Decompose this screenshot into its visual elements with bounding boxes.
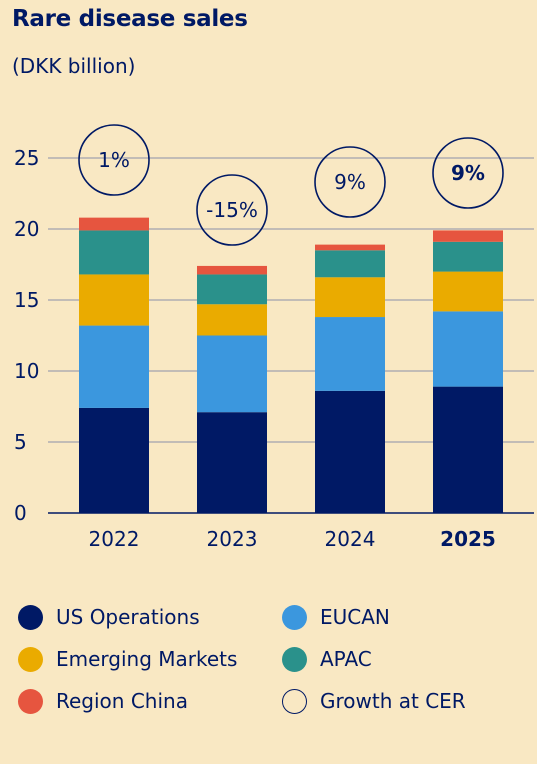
bar-segment-emerging-markets bbox=[315, 277, 385, 318]
growth-bubble bbox=[196, 174, 268, 246]
x-tick-label: 2025 bbox=[440, 527, 496, 551]
legend-label: US Operations bbox=[56, 605, 200, 629]
bar-segment-eucan bbox=[197, 335, 267, 413]
bar-segment-apac bbox=[433, 241, 503, 272]
growth-bubble bbox=[78, 124, 150, 196]
growth-label: -15% bbox=[206, 198, 258, 222]
growth-label: 9% bbox=[334, 170, 366, 194]
y-tick-label: 10 bbox=[14, 359, 39, 383]
bar-segment-us-operations bbox=[315, 390, 385, 513]
growth-label: 1% bbox=[98, 148, 130, 172]
y-tick-label: 25 bbox=[14, 146, 39, 170]
legend-swatch bbox=[282, 688, 307, 714]
bar-segment-region-china bbox=[315, 244, 385, 251]
chart-title: Rare disease sales bbox=[12, 6, 248, 32]
bar-segment-apac bbox=[315, 250, 385, 278]
bar-segment-us-operations bbox=[79, 407, 149, 513]
bar-segment-us-operations bbox=[433, 386, 503, 513]
bar-segment-apac bbox=[79, 230, 149, 275]
bar-segment-eucan bbox=[79, 325, 149, 408]
growth-bubble bbox=[432, 137, 504, 209]
bar-segment-region-china bbox=[79, 217, 149, 231]
bar-segment-region-china bbox=[433, 230, 503, 242]
legend-item: US Operations bbox=[18, 602, 282, 632]
x-tick-label: 2022 bbox=[89, 527, 140, 551]
legend-label: Region China bbox=[56, 689, 188, 713]
legend-item: Growth at CER bbox=[282, 686, 528, 716]
y-tick-label: 20 bbox=[14, 217, 39, 241]
legend-swatch bbox=[18, 604, 43, 630]
x-tick-label: 2023 bbox=[207, 527, 258, 551]
bar-segment-emerging-markets bbox=[433, 271, 503, 312]
x-tick-label: 2024 bbox=[325, 527, 376, 551]
legend-swatch bbox=[282, 646, 307, 672]
bar-segment-emerging-markets bbox=[79, 274, 149, 326]
legend-item: APAC bbox=[282, 644, 528, 674]
legend-item: Emerging Markets bbox=[18, 644, 282, 674]
legend-item: EUCAN bbox=[282, 602, 528, 632]
legend-label: APAC bbox=[320, 647, 372, 671]
chart-legend: US Operations EUCAN Emerging Markets APAC Re… bbox=[18, 602, 528, 716]
bar-segment-apac bbox=[197, 274, 267, 305]
bar-segment-emerging-markets bbox=[197, 304, 267, 336]
growth-label: 9% bbox=[451, 161, 485, 185]
y-tick-label: 0 bbox=[14, 501, 27, 525]
y-tick-label: 5 bbox=[14, 430, 27, 454]
legend-label: Emerging Markets bbox=[56, 647, 238, 671]
legend-swatch bbox=[18, 688, 43, 714]
legend-label: EUCAN bbox=[320, 605, 390, 629]
growth-bubble bbox=[314, 146, 386, 218]
chart-subtitle: (DKK billion) bbox=[12, 54, 136, 78]
legend-swatch bbox=[18, 646, 43, 672]
bar-segment-eucan bbox=[315, 317, 385, 391]
bar-segment-region-china bbox=[197, 265, 267, 275]
bar-segment-eucan bbox=[433, 311, 503, 387]
y-tick-label: 15 bbox=[14, 288, 39, 312]
legend-item: Region China bbox=[18, 686, 282, 716]
bar-segment-us-operations bbox=[197, 412, 267, 513]
legend-label: Growth at CER bbox=[320, 689, 466, 713]
legend-swatch bbox=[282, 604, 307, 630]
